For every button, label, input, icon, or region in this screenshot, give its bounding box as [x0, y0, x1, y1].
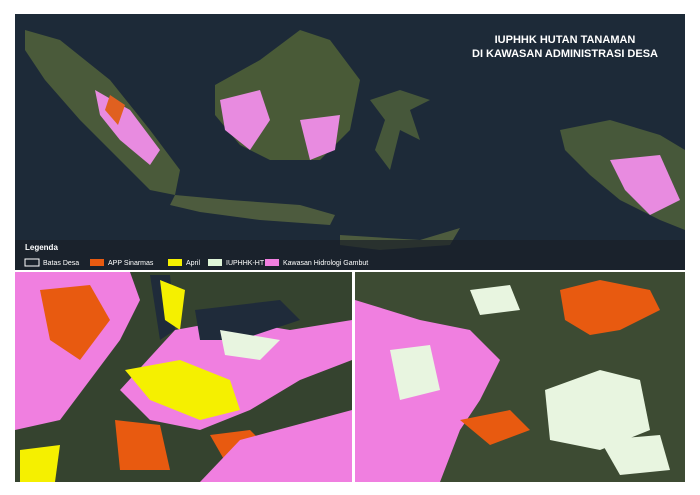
- detail-map-right: [355, 272, 685, 482]
- legend-label: April: [186, 260, 200, 267]
- legend-swatch: [208, 259, 222, 266]
- legend-swatch: [265, 259, 279, 266]
- map-title: IUPHHK HUTAN TANAMAN: [495, 34, 636, 46]
- legend-label: IUPHHK-HT: [226, 260, 265, 267]
- legend-swatch: [24, 258, 40, 267]
- legend-swatch: [90, 259, 104, 266]
- legend-label: APP Sinarmas: [108, 260, 154, 267]
- map-title: DI KAWASAN ADMINISTRASI DESA: [472, 48, 658, 60]
- legend-title: Legenda: [25, 243, 58, 252]
- legend-label: Kawasan Hidrologi Gambut: [283, 260, 368, 267]
- detail-map-left: [15, 272, 352, 482]
- legend-swatch: [168, 259, 182, 266]
- legend-label: Batas Desa: [43, 260, 79, 267]
- overview-map: [15, 14, 685, 270]
